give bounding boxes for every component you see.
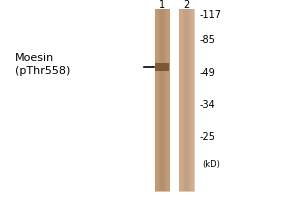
Bar (169, 9, 170, 191)
Bar (154, 9, 169, 191)
Bar (155, 9, 156, 191)
Bar (193, 9, 194, 191)
Bar (160, 9, 161, 191)
Text: (pThr558): (pThr558) (15, 66, 70, 76)
Bar (191, 9, 192, 191)
Bar (189, 9, 190, 191)
Bar (162, 9, 163, 191)
Bar (165, 9, 166, 191)
Bar (161, 9, 162, 191)
Bar (158, 9, 159, 191)
Bar (192, 9, 193, 191)
Bar (163, 9, 164, 191)
Bar (156, 9, 157, 191)
Text: (kD): (kD) (202, 160, 220, 168)
Bar (189, 9, 190, 191)
Bar (160, 9, 161, 191)
Text: -117: -117 (200, 10, 221, 20)
Bar (179, 9, 180, 191)
Bar (168, 9, 169, 191)
Bar (183, 9, 184, 191)
Bar (179, 9, 180, 191)
Text: -25: -25 (200, 132, 215, 142)
Bar (155, 9, 156, 191)
Bar (184, 9, 185, 191)
Bar (187, 9, 188, 191)
Bar (157, 9, 158, 191)
Bar (178, 9, 194, 191)
Bar (164, 9, 165, 191)
Bar (163, 9, 164, 191)
Text: -85: -85 (200, 35, 215, 45)
Bar (154, 9, 155, 191)
Bar (188, 9, 189, 191)
Bar (187, 9, 188, 191)
Bar (186, 9, 187, 191)
Text: 2: 2 (183, 0, 189, 10)
Bar (181, 9, 182, 191)
Bar (169, 9, 170, 191)
Bar (185, 9, 186, 191)
Text: 1: 1 (159, 0, 165, 10)
Bar (164, 9, 165, 191)
Bar (182, 9, 183, 191)
Bar (154, 63, 169, 71)
Text: -34: -34 (200, 100, 215, 110)
Bar (188, 9, 189, 191)
Bar (162, 9, 163, 191)
Bar (167, 9, 168, 191)
Bar (178, 9, 179, 191)
Bar (159, 9, 160, 191)
Bar (191, 9, 192, 191)
Text: Moesin: Moesin (15, 53, 54, 63)
Bar (167, 9, 168, 191)
Bar (180, 9, 181, 191)
Bar (190, 9, 191, 191)
Bar (186, 9, 187, 191)
Bar (165, 9, 166, 191)
Text: -49: -49 (200, 68, 215, 78)
